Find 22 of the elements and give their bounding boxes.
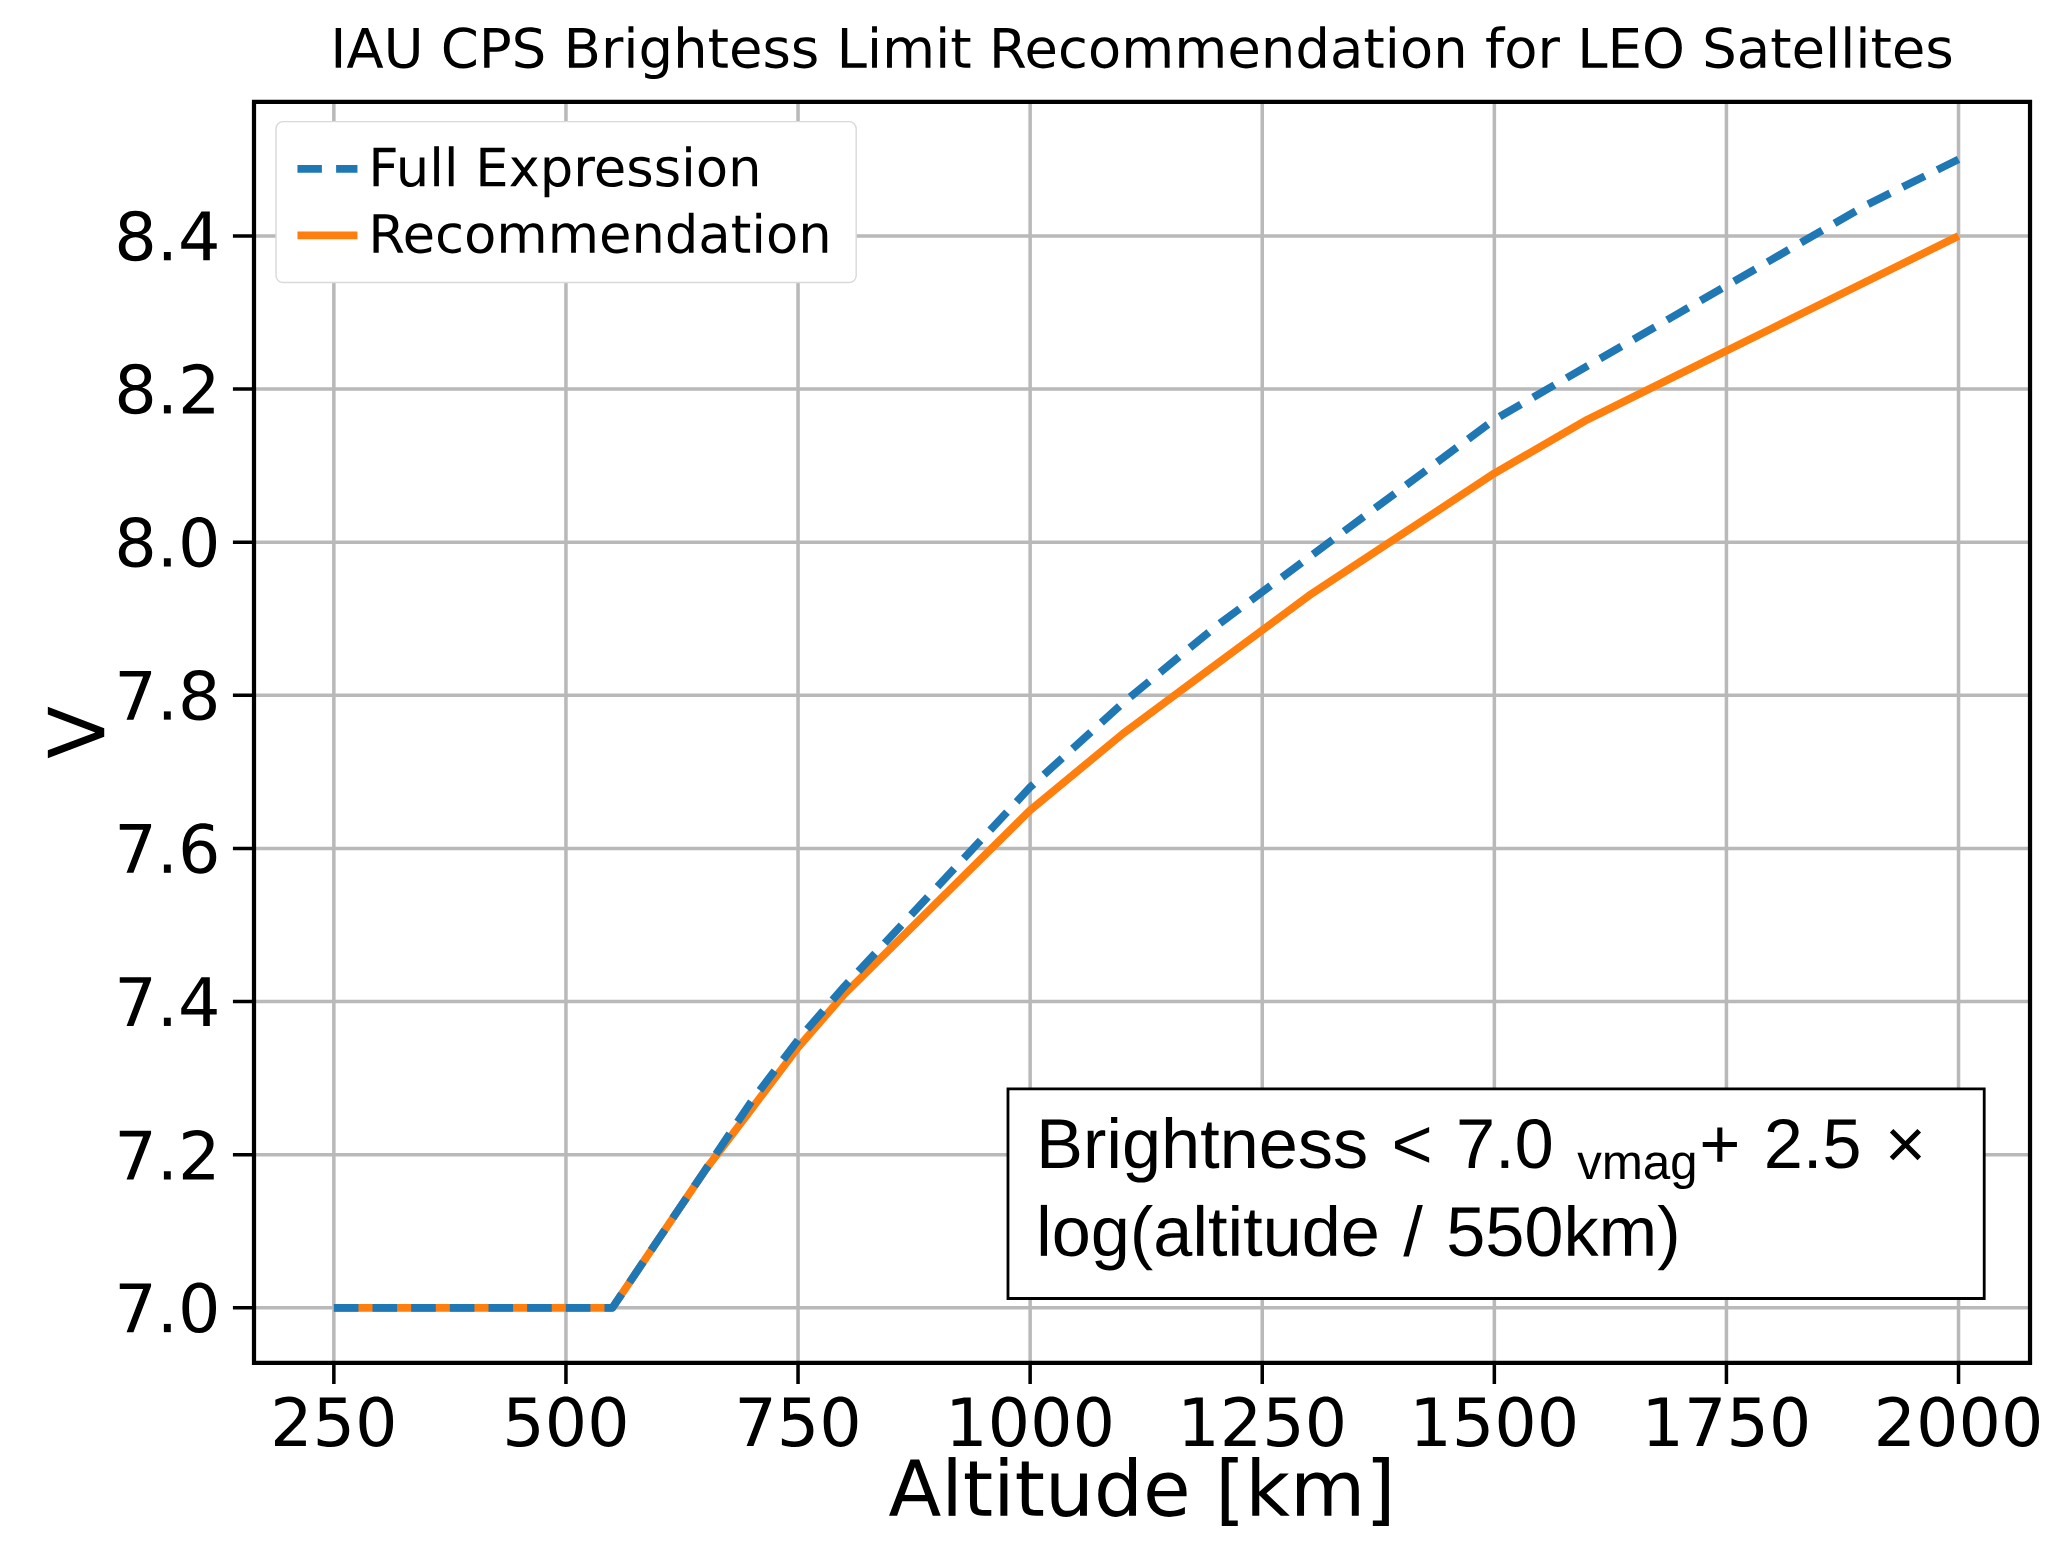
legend-label: Recommendation [373, 212, 828, 254]
x-tick-label: 500 [507, 1396, 626, 1447]
x-tick-label: 250 [275, 1396, 394, 1447]
x-tick-label: 1000 [952, 1396, 1111, 1447]
x-tick-label: 750 [739, 1396, 858, 1447]
legend-label: Full Expression [373, 146, 758, 198]
x-tick-label: 1750 [1648, 1396, 1807, 1447]
chart-title: IAU CPS Brightess Limit Recommendation for LEO Satellites [335, 26, 1952, 80]
annotation: Brightness < 7.0 $_{vmag}$+ 2.5 × log(altitude / 550km) [1040, 1117, 1922, 1271]
y-tick-label: 7.0 [119, 1282, 217, 1334]
x-tick-label: 1250 [1184, 1396, 1343, 1447]
y-tick-label: 7.2 [119, 1129, 214, 1180]
y-axis-title: V [47, 706, 105, 759]
x-tick-label: 2000 [1878, 1396, 2039, 1447]
y-tick-label: 7.4 [119, 977, 217, 1026]
y-tick-label: 7.8 [119, 670, 216, 721]
y-tick-label: 8.0 [118, 516, 217, 568]
y-tick-label: 8.2 [118, 363, 214, 415]
y-tick-label: 8.4 [118, 210, 217, 262]
x-axis-title: Altitude [km] [889, 1457, 1389, 1527]
y-tick-label: 7.6 [119, 823, 217, 874]
x-tick-label: 1500 [1416, 1396, 1575, 1447]
